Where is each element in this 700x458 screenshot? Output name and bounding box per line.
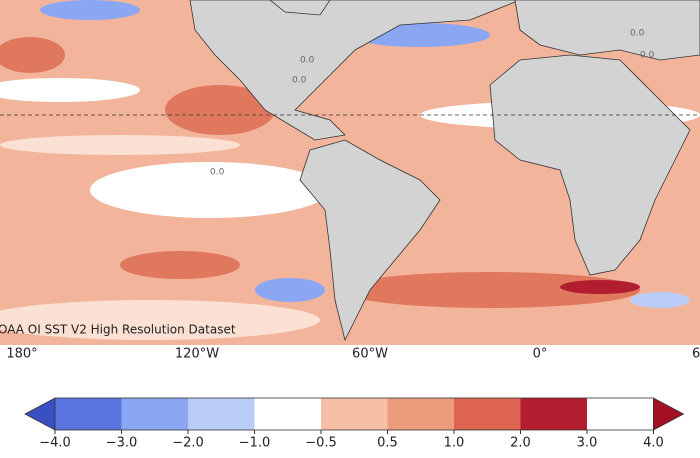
land-north-america [189, 0, 521, 141]
colorbar-extend [653, 397, 685, 431]
colorbar-segment [55, 398, 122, 430]
colorbar-extend [24, 397, 56, 431]
anomaly-region [0, 135, 240, 155]
colorbar-tick-label: 1.0 [444, 436, 465, 451]
contour-label: 0.0 [210, 168, 225, 178]
credit: OAA OI SST V2 High Resolution Dataset [0, 323, 236, 337]
longitude-label: 180° [6, 347, 37, 362]
anomaly-region [90, 162, 330, 218]
land-africa [489, 54, 691, 276]
colorbar-tick-label: −3.0 [106, 436, 138, 451]
colorbar-tick-label: −4.0 [39, 436, 71, 451]
colorbar-frame [54, 397, 654, 431]
colorbar-segment [121, 398, 188, 430]
colorbar-segment [254, 398, 321, 430]
colorbar-tick-label: −2.0 [172, 436, 204, 451]
anomaly-region [340, 272, 640, 308]
anomaly-region [0, 78, 140, 102]
map: 0.0 0.0 0.0 0.0 0.0 OAA OI SST V2 High R… [0, 0, 700, 362]
anomaly-region [120, 251, 240, 279]
contour-label: 0.0 [292, 76, 307, 86]
anomaly-region [255, 278, 325, 302]
colorbar-tick-label: 3.0 [577, 436, 598, 451]
longitude-label: 6 [692, 347, 700, 362]
colorbar-segment [321, 398, 388, 430]
anomaly-region [0, 37, 65, 73]
land-south-america [299, 139, 441, 342]
anomaly-region [40, 0, 140, 20]
contour-label: 0.0 [630, 29, 645, 39]
longitude-label: 60°W [352, 347, 388, 362]
colorbar-tick-label: 0.5 [377, 436, 398, 451]
colorbar-segment [520, 398, 587, 430]
colorbar: −4.0 −3.0 −2.0 −1.0 −0.5 0.5 1.0 2.0 3.0 4.0 [24, 397, 685, 451]
longitude-label: 120°W [175, 347, 219, 362]
land-europe [514, 0, 700, 61]
anomaly-region [630, 292, 690, 308]
colorbar-tick-label: 2.0 [510, 436, 531, 451]
land-greenland [269, 0, 331, 16]
colorbar-tick-label: −1.0 [239, 436, 271, 451]
colorbar-segment [454, 398, 521, 430]
colorbar-segment [387, 398, 454, 430]
colorbar-segment [188, 398, 255, 430]
contour-label: 0.0 [640, 51, 655, 61]
anomaly-region [560, 280, 640, 294]
anomaly-region [0, 300, 320, 340]
contour-label: 0.0 [300, 56, 315, 66]
colorbar-tick-label: −0.5 [305, 436, 337, 451]
longitude-label: 0° [533, 347, 548, 362]
anomaly-region [165, 85, 275, 135]
colorbar-tick-label: 4.0 [643, 436, 664, 451]
